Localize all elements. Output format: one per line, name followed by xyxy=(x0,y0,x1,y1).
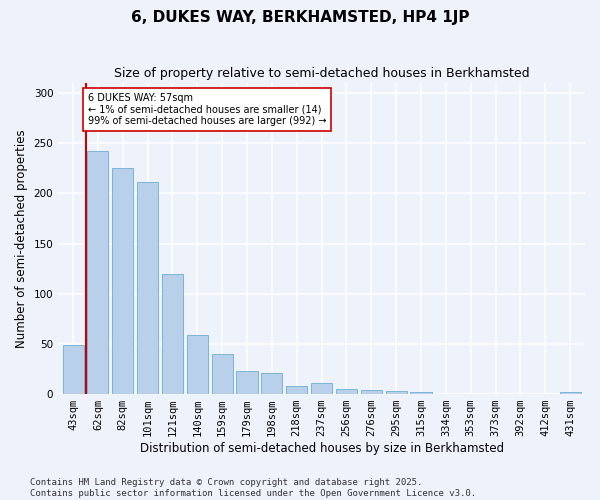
Bar xyxy=(410,392,431,394)
Text: 6, DUKES WAY, BERKHAMSTED, HP4 1JP: 6, DUKES WAY, BERKHAMSTED, HP4 1JP xyxy=(131,10,469,25)
Bar xyxy=(311,383,332,394)
Y-axis label: Number of semi-detached properties: Number of semi-detached properties xyxy=(15,130,28,348)
Title: Size of property relative to semi-detached houses in Berkhamsted: Size of property relative to semi-detach… xyxy=(114,68,529,80)
Bar xyxy=(361,390,382,394)
Bar xyxy=(560,392,581,394)
Bar xyxy=(286,386,307,394)
Text: Contains HM Land Registry data © Crown copyright and database right 2025.
Contai: Contains HM Land Registry data © Crown c… xyxy=(30,478,476,498)
Bar xyxy=(112,168,133,394)
X-axis label: Distribution of semi-detached houses by size in Berkhamsted: Distribution of semi-detached houses by … xyxy=(140,442,503,455)
Bar xyxy=(212,354,233,394)
Bar xyxy=(88,152,109,394)
Bar xyxy=(386,391,407,394)
Bar xyxy=(62,345,83,394)
Bar xyxy=(236,371,257,394)
Bar xyxy=(162,274,183,394)
Bar xyxy=(137,182,158,394)
Bar xyxy=(336,389,357,394)
Text: 6 DUKES WAY: 57sqm
← 1% of semi-detached houses are smaller (14)
99% of semi-det: 6 DUKES WAY: 57sqm ← 1% of semi-detached… xyxy=(88,93,326,126)
Bar xyxy=(262,373,283,394)
Bar xyxy=(187,335,208,394)
